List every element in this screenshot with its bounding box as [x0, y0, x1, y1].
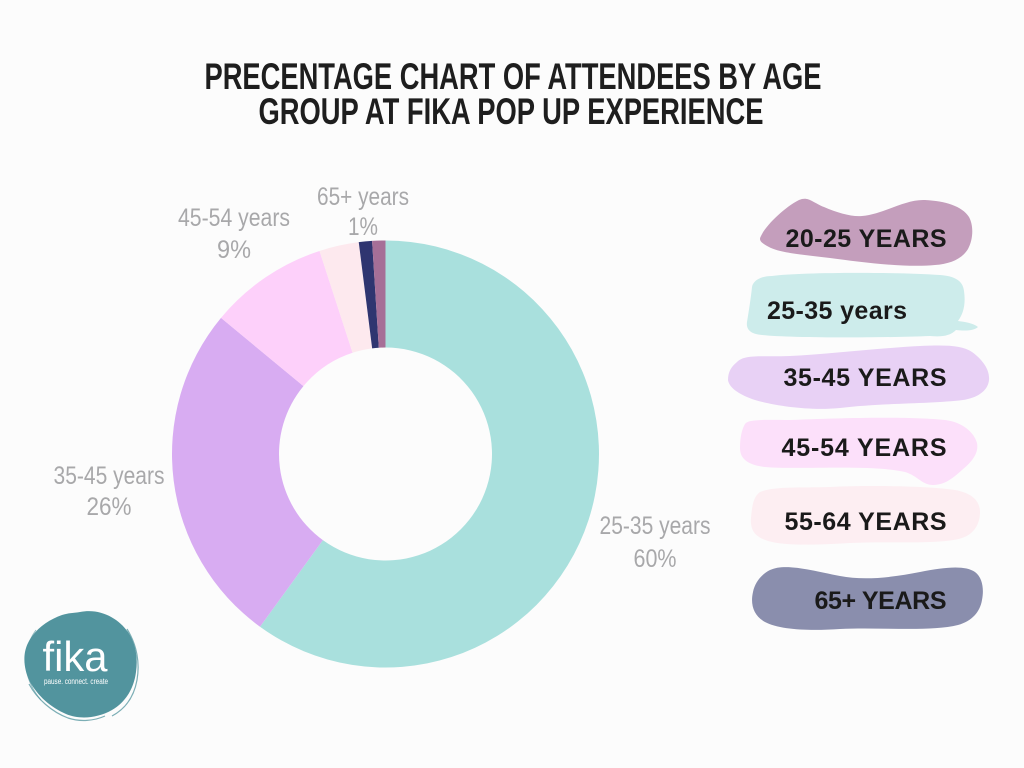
svg-text:25-35 years: 25-35 years	[600, 512, 711, 540]
svg-text:65+ YEARS: 65+ YEARS	[815, 587, 947, 615]
svg-text:GROUP AT FIKA POP UP EXPERIENC: GROUP AT FIKA POP UP EXPERIENCE	[259, 91, 764, 132]
svg-text:35-45 years: 35-45 years	[54, 462, 165, 490]
svg-text:pause. connect. create: pause. connect. create	[44, 677, 108, 686]
svg-text:PRECENTAGE CHART OF ATTENDEES: PRECENTAGE CHART OF ATTENDEES BY AGE	[205, 56, 822, 97]
svg-text:fika: fika	[43, 633, 109, 680]
svg-text:35-45 YEARS: 35-45 YEARS	[784, 364, 947, 392]
svg-text:20-25 YEARS: 20-25 YEARS	[786, 225, 947, 253]
svg-text:60%: 60%	[634, 545, 677, 573]
svg-text:55-64 YEARS: 55-64 YEARS	[785, 508, 947, 536]
svg-text:45-54 YEARS: 45-54 YEARS	[782, 434, 947, 462]
svg-text:9%: 9%	[217, 236, 251, 264]
svg-text:65+ years: 65+ years	[317, 183, 409, 211]
svg-text:45-54 years: 45-54 years	[178, 204, 290, 232]
svg-text:1%: 1%	[348, 213, 378, 241]
svg-text:25-35 years: 25-35 years	[767, 297, 907, 325]
svg-text:26%: 26%	[87, 493, 132, 521]
